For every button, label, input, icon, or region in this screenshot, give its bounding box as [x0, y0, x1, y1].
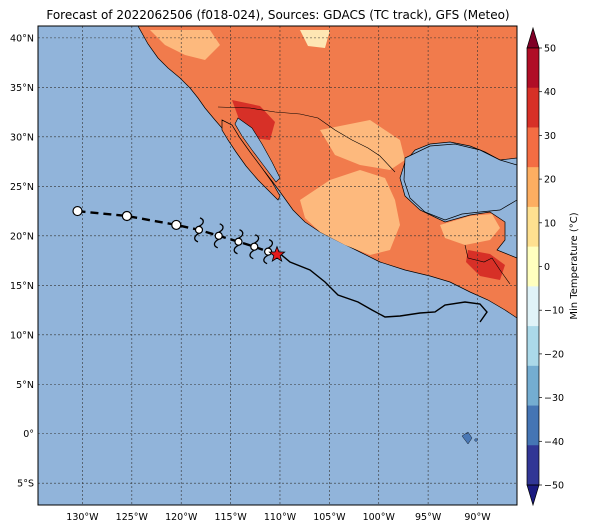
- lon-tick-label: 95°W: [415, 512, 442, 523]
- colorbar-label: Min Temperature (°C): [569, 212, 580, 319]
- colorbar-tick-label: −30: [544, 393, 564, 404]
- border-us-mexico: [217, 106, 396, 173]
- past-position-marker: [121, 210, 132, 222]
- land-interior-light: [150, 30, 220, 60]
- colorbar-max-extend: [526, 26, 540, 49]
- colorbar-tick-label: −40: [544, 437, 564, 448]
- colorbar-segment: [527, 405, 539, 446]
- past-position-marker: [171, 219, 182, 231]
- map-frame: [37, 25, 518, 506]
- colorbar-segment: [527, 246, 539, 287]
- land-plateau-light: [300, 170, 400, 255]
- colorbar-segment: [527, 48, 539, 89]
- lat-tick-label: 5°N: [16, 380, 34, 391]
- colorbar-tick-label: 30: [544, 131, 556, 142]
- land-yucatan-light: [440, 214, 500, 245]
- land-interior-pale: [300, 30, 330, 48]
- colorbar-tick-label: 50: [544, 44, 556, 55]
- map-title: Forecast of 2022062506 (f018-024), Sourc…: [46, 8, 510, 22]
- lat-tick-label: 5°S: [17, 479, 34, 490]
- lat-tick-label: 40°N: [10, 33, 34, 44]
- colorbar-segment: [527, 365, 539, 406]
- colorbar-tick-label: 20: [544, 175, 556, 186]
- lat-tick-label: 10°N: [10, 330, 34, 341]
- colorbar-segment: [527, 127, 539, 168]
- land-north-america: [137, 26, 517, 319]
- lat-tick-label: 20°N: [10, 231, 34, 242]
- lat-tick-label: 30°N: [10, 132, 34, 143]
- colorbar: 50 40 30 20 10 0 −10 −20 −30 −40 −50: [526, 26, 564, 507]
- current-position-star: [268, 245, 286, 263]
- colorbar-segment: [527, 206, 539, 247]
- tc-track: [72, 205, 286, 265]
- border-central-america: [464, 244, 511, 285]
- lon-tick-label: 130°W: [66, 512, 99, 523]
- colorbar-tick-label: 40: [544, 87, 556, 98]
- colorbar-tick-label: −50: [544, 481, 564, 492]
- gulf-of-california: [234, 117, 281, 183]
- longitude-labels: 130°W 125°W 120°W 115°W 110°W 105°W 100°W 95°W 9…: [66, 512, 491, 523]
- cyclone-symbol: [249, 234, 260, 260]
- colorbar-tick-label: −20: [544, 349, 564, 360]
- gulf-of-mexico: [403, 143, 517, 221]
- cyclone-symbol: [233, 229, 244, 255]
- colorbar-tick-label: −10: [544, 306, 564, 317]
- colorbar-segment: [527, 167, 539, 208]
- galapagos-islands: [461, 431, 473, 445]
- colorbar-tick-label: 0: [544, 262, 550, 273]
- lat-tick-label: 0°: [23, 429, 34, 440]
- galapagos-islet: [474, 438, 478, 442]
- lon-tick-label: 115°W: [214, 512, 247, 523]
- colorbar-segment: [527, 286, 539, 327]
- lon-tick-label: 120°W: [165, 512, 198, 523]
- colorbar-segment: [527, 87, 539, 128]
- lon-tick-label: 90°W: [464, 512, 491, 523]
- colorbar-min-extend: [526, 484, 540, 507]
- forecast-uncertainty-line: [277, 251, 488, 323]
- past-position-marker: [72, 205, 83, 217]
- lon-tick-label: 125°W: [116, 512, 149, 523]
- cyclone-symbol: [213, 223, 224, 249]
- colorbar-tick-label: 10: [544, 218, 556, 229]
- cyclone-symbol: [194, 217, 204, 243]
- latitude-labels: 40°N 35°N 30°N 25°N 20°N 15°N 10°N 5°N 0° 5°S: [10, 33, 34, 489]
- colorbar-segment: [527, 445, 539, 486]
- lat-tick-label: 15°N: [10, 281, 34, 292]
- land-central-america-dark: [466, 250, 505, 280]
- lon-tick-label: 110°W: [264, 512, 297, 523]
- land-sonora-dark: [232, 100, 275, 140]
- lat-tick-label: 35°N: [10, 83, 34, 94]
- colorbar-segment: [527, 326, 539, 367]
- cyclone-symbol: [263, 239, 274, 265]
- lon-tick-label: 100°W: [363, 512, 396, 523]
- lat-tick-label: 25°N: [10, 182, 34, 193]
- lon-tick-label: 105°W: [313, 512, 346, 523]
